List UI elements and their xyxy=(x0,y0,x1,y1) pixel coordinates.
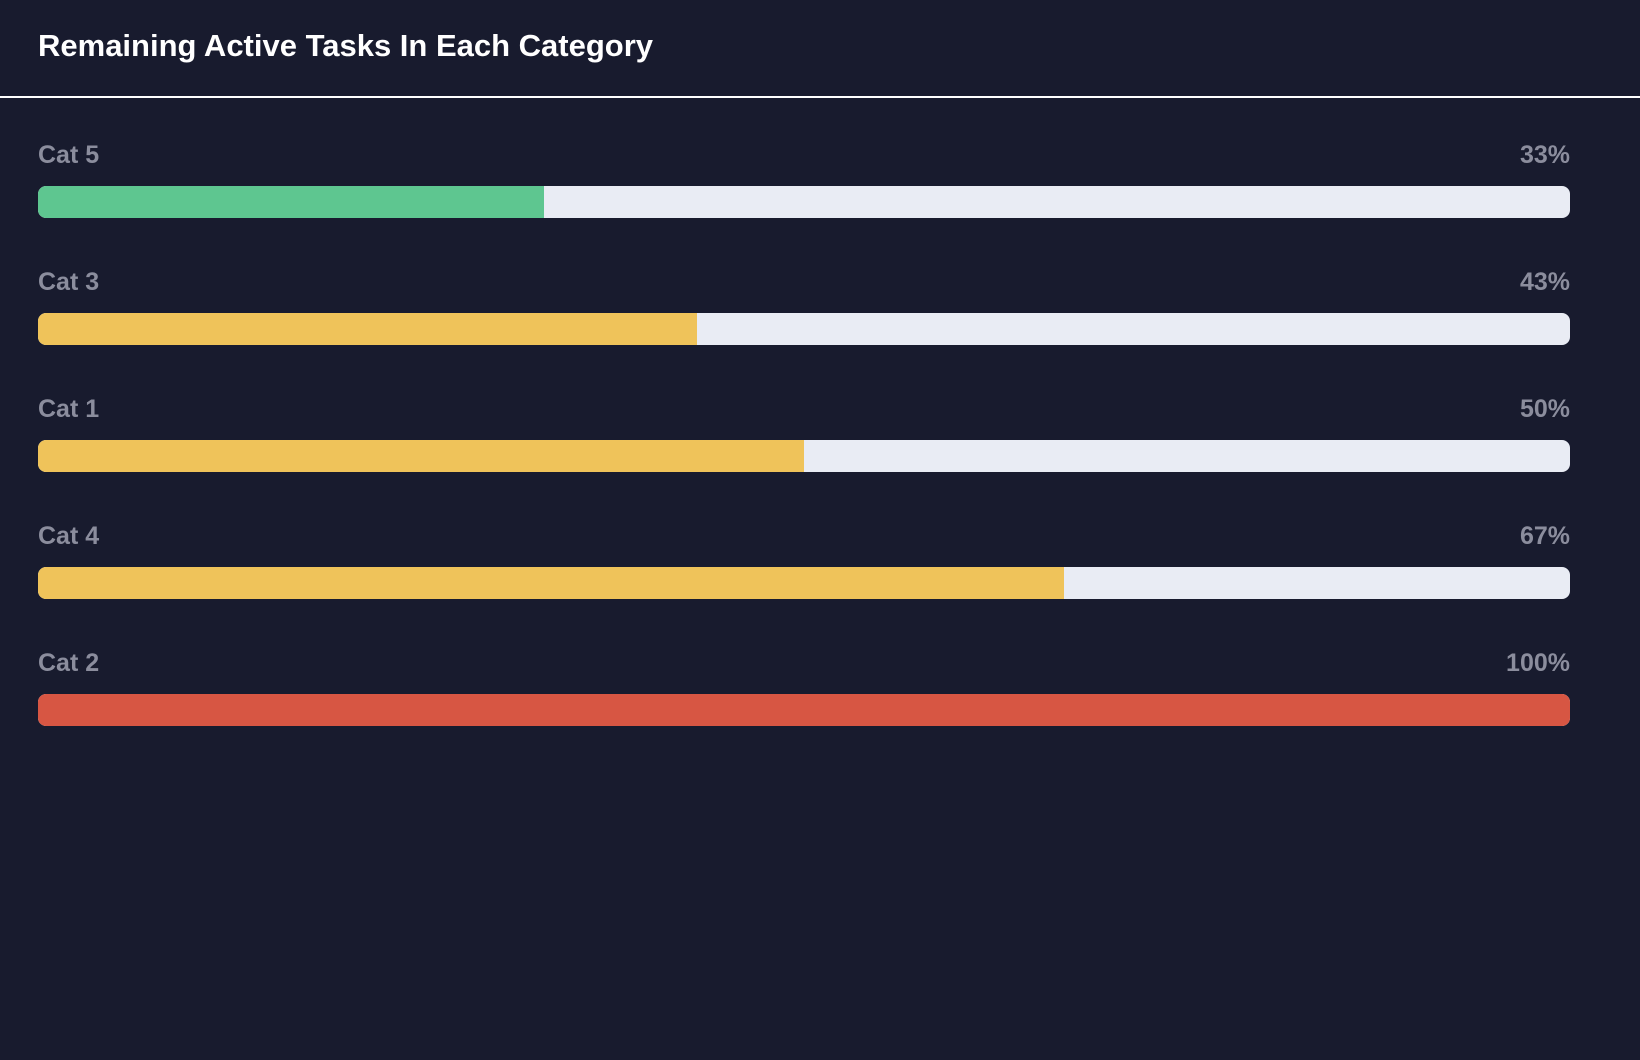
progress-fill xyxy=(38,186,544,218)
category-label: Cat 4 xyxy=(38,522,100,550)
progress-track xyxy=(38,186,1570,218)
progress-track xyxy=(38,313,1570,345)
category-row-cat-5: Cat 5 33% xyxy=(38,136,1570,263)
progress-track xyxy=(38,694,1570,726)
progress-fill xyxy=(38,313,697,345)
page-title: Remaining Active Tasks In Each Category xyxy=(38,28,654,63)
header: Remaining Active Tasks In Each Category xyxy=(0,0,1640,98)
category-label: Cat 1 xyxy=(38,395,100,423)
progress-track xyxy=(38,440,1570,472)
category-row-cat-3: Cat 3 43% xyxy=(38,263,1570,390)
category-percent: 43% xyxy=(1519,268,1570,296)
progress-track xyxy=(38,567,1570,599)
category-percent: 100% xyxy=(1506,649,1570,677)
category-progress-list: Cat 5 33% Cat 3 43% Cat 1 50% Cat 4 67% … xyxy=(38,136,1570,771)
progress-fill xyxy=(38,694,1570,726)
category-label: Cat 2 xyxy=(38,649,100,677)
category-percent: 50% xyxy=(1519,395,1570,423)
category-row-cat-2: Cat 2 100% xyxy=(38,644,1570,771)
category-row-cat-4: Cat 4 67% xyxy=(38,517,1570,644)
category-row-cat-1: Cat 1 50% xyxy=(38,390,1570,517)
progress-fill xyxy=(38,567,1065,599)
category-label: Cat 3 xyxy=(38,268,100,296)
category-percent: 33% xyxy=(1519,141,1570,169)
category-percent: 67% xyxy=(1519,522,1570,550)
progress-fill xyxy=(38,440,804,472)
category-label: Cat 5 xyxy=(38,141,100,169)
